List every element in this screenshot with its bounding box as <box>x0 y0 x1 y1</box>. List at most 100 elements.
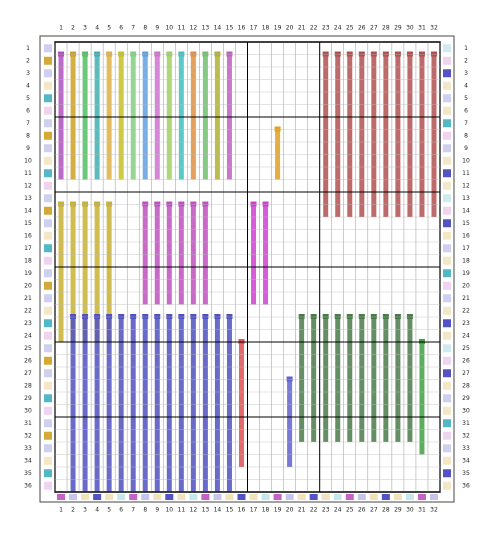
stripe-cap <box>70 52 76 57</box>
top-label: 23 <box>322 25 330 32</box>
bottom-label: 30 <box>406 507 414 514</box>
stripe <box>287 380 292 468</box>
right-pad <box>443 469 451 477</box>
bottom-pad <box>117 494 125 500</box>
top-label: 9 <box>155 25 159 32</box>
stripe-cap <box>226 52 232 57</box>
bottom-pad <box>69 494 77 500</box>
bottom-pad <box>213 494 221 500</box>
top-label: 27 <box>370 25 378 32</box>
top-label: 32 <box>430 25 438 32</box>
right-label: 15 <box>462 220 470 227</box>
left-label: 17 <box>24 245 32 252</box>
right-pad <box>443 44 451 52</box>
right-pad <box>443 294 451 302</box>
bottom-label: 14 <box>214 507 222 514</box>
bottom-pad <box>430 494 438 500</box>
right-pad <box>443 169 451 177</box>
right-pad <box>443 219 451 227</box>
bottom-label: 10 <box>165 507 173 514</box>
bottom-label: 16 <box>238 507 246 514</box>
top-label: 6 <box>119 25 123 32</box>
bottom-pad <box>165 494 173 500</box>
bottom-pad <box>406 494 414 500</box>
left-label: 34 <box>24 457 32 464</box>
stripe-cap <box>154 314 160 319</box>
stripe-cap <box>335 314 341 319</box>
right-pad <box>443 107 451 115</box>
right-label: 8 <box>464 132 468 139</box>
top-label: 25 <box>346 25 354 32</box>
right-pad <box>443 82 451 90</box>
right-label: 27 <box>462 370 470 377</box>
stripe <box>59 205 64 343</box>
top-label: 12 <box>190 25 198 32</box>
bottom-label: 25 <box>346 507 354 514</box>
stripe-cap <box>383 314 389 319</box>
bottom-pad <box>250 494 258 500</box>
left-label: 36 <box>24 482 32 489</box>
left-pad <box>44 69 52 77</box>
left-pad <box>44 307 52 315</box>
stripe-cap <box>142 202 148 207</box>
left-label: 14 <box>24 207 32 214</box>
top-label: 21 <box>298 25 306 32</box>
top-label: 4 <box>95 25 99 32</box>
left-pad <box>44 419 52 427</box>
top-label: 31 <box>418 25 426 32</box>
top-label: 19 <box>274 25 282 32</box>
left-pad <box>44 107 52 115</box>
right-pad <box>443 69 451 77</box>
bottom-label: 2 <box>71 507 75 514</box>
left-label: 5 <box>26 95 30 102</box>
bottom-pad <box>382 494 390 500</box>
right-pad <box>443 119 451 127</box>
bottom-label: 20 <box>286 507 294 514</box>
stripe-cap <box>94 52 100 57</box>
left-pad <box>44 82 52 90</box>
bottom-label: 12 <box>190 507 198 514</box>
stripe <box>431 55 436 218</box>
top-label: 30 <box>406 25 414 32</box>
left-pad <box>44 319 52 327</box>
right-label: 10 <box>462 157 470 164</box>
bottom-label: 26 <box>358 507 366 514</box>
stripe-cap <box>335 52 341 57</box>
right-label: 32 <box>462 432 470 439</box>
stripe <box>395 55 400 218</box>
right-label: 12 <box>462 182 470 189</box>
left-pad <box>44 369 52 377</box>
left-label: 23 <box>24 320 32 327</box>
right-pad <box>443 394 451 402</box>
stripe-cap <box>202 314 208 319</box>
left-label: 24 <box>24 332 32 339</box>
right-label: 23 <box>462 320 470 327</box>
right-pad <box>443 357 451 365</box>
top-label: 7 <box>131 25 135 32</box>
stripe <box>419 342 424 455</box>
bottom-label: 28 <box>382 507 390 514</box>
right-pad <box>443 182 451 190</box>
right-label: 34 <box>462 457 470 464</box>
top-label: 18 <box>262 25 270 32</box>
top-label: 11 <box>178 25 186 32</box>
stripe-cap <box>190 52 196 57</box>
right-pad <box>443 244 451 252</box>
stripe-cap <box>190 314 196 319</box>
left-pad <box>44 344 52 352</box>
left-label: 20 <box>24 282 32 289</box>
left-pad <box>44 244 52 252</box>
stripe-cap <box>118 52 124 57</box>
bottom-label: 9 <box>155 507 159 514</box>
right-pad <box>443 144 451 152</box>
left-label: 10 <box>24 157 32 164</box>
bottom-pad <box>153 494 161 500</box>
right-label: 13 <box>462 195 470 202</box>
top-label: 26 <box>358 25 366 32</box>
floorplan: 1234567891011121314151617181920212223242… <box>0 0 485 538</box>
top-label: 15 <box>226 25 234 32</box>
right-label: 35 <box>462 470 470 477</box>
bottom-label: 27 <box>370 507 378 514</box>
stripe-cap <box>82 52 88 57</box>
top-label: 3 <box>83 25 87 32</box>
